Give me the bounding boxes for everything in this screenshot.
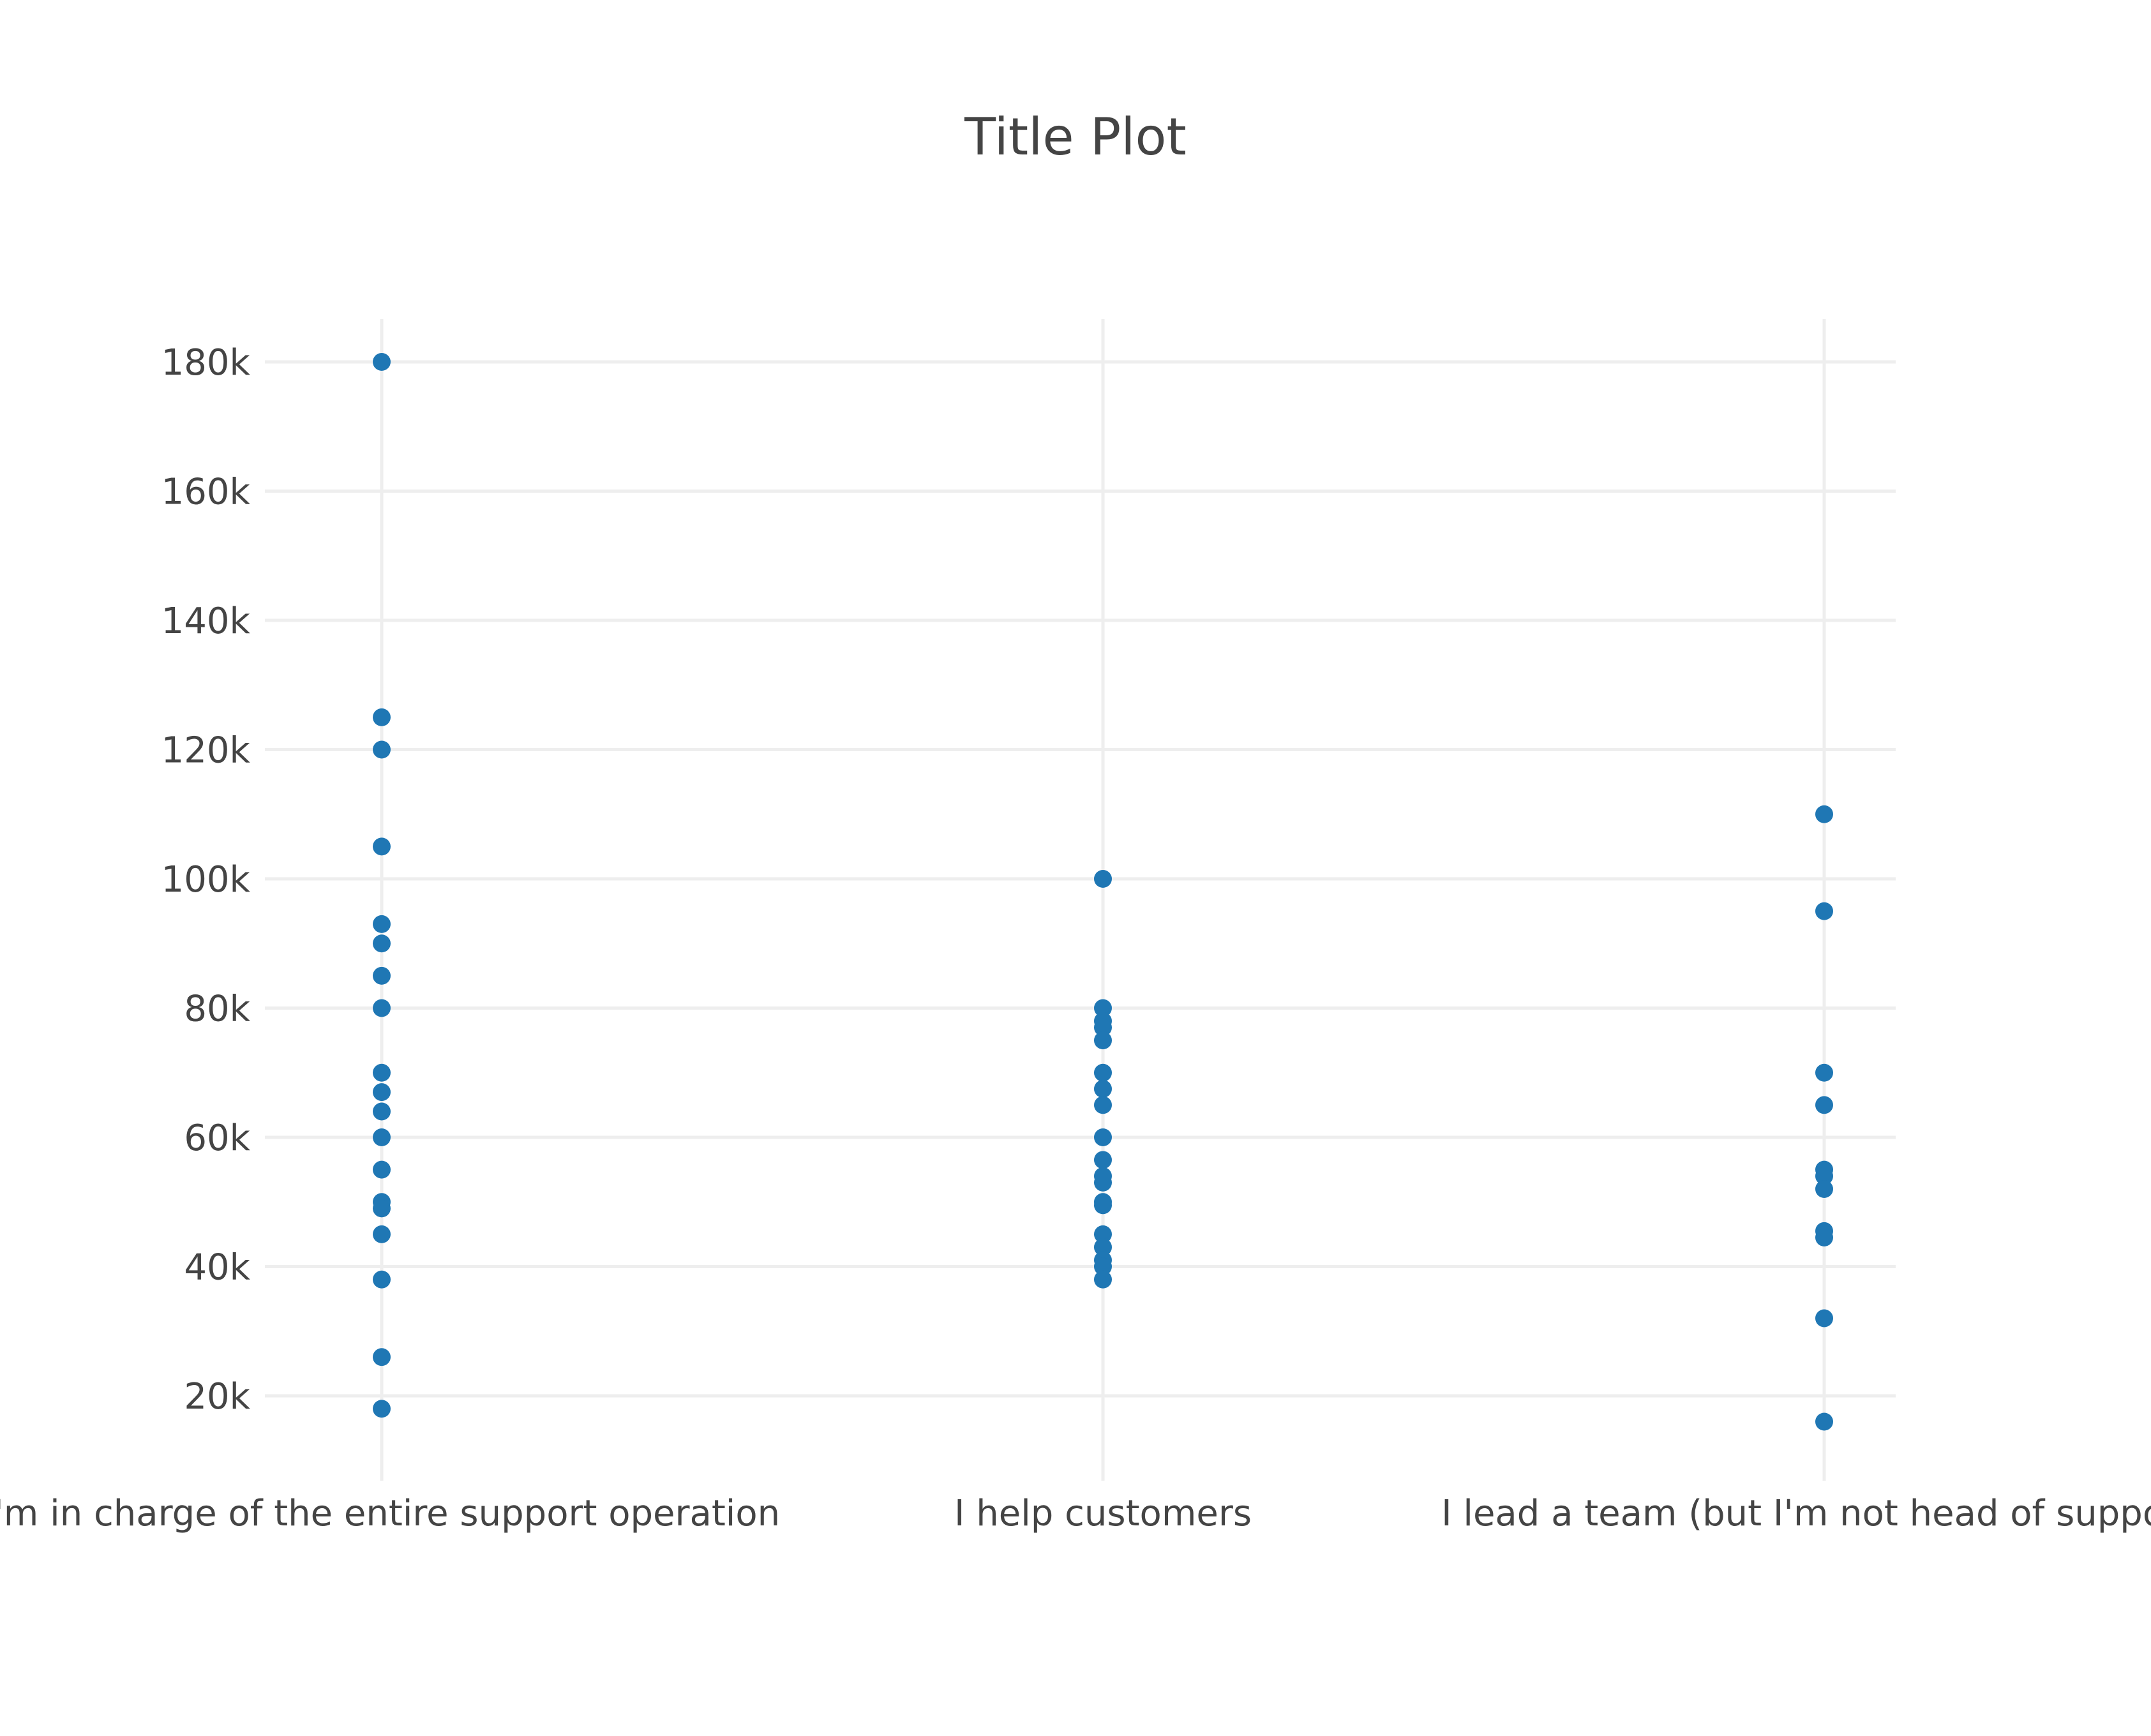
data-point — [1094, 1080, 1112, 1098]
data-point — [373, 1102, 391, 1121]
x-tick-label: I'm in charge of the entire support oper… — [0, 1493, 780, 1534]
data-point — [1094, 1173, 1112, 1192]
gridlines — [265, 319, 1896, 1481]
data-point — [373, 1270, 391, 1289]
data-point — [373, 1225, 391, 1243]
data-point — [1094, 1151, 1112, 1169]
data-point — [1094, 1031, 1112, 1050]
data-point — [1815, 1180, 1833, 1198]
data-point — [1094, 1257, 1112, 1276]
data-point — [1094, 1196, 1112, 1215]
data-point — [373, 1400, 391, 1418]
data-point — [1094, 870, 1112, 888]
data-point — [373, 1160, 391, 1179]
data-point — [373, 740, 391, 759]
data-point — [1815, 902, 1833, 920]
data-point — [1815, 1063, 1833, 1082]
data-point — [1815, 805, 1833, 823]
data-point — [1815, 1096, 1833, 1114]
data-point — [373, 837, 391, 856]
data-point — [1094, 1270, 1112, 1289]
data-point — [1094, 999, 1112, 1017]
data-point — [373, 999, 391, 1017]
data-point — [373, 1199, 391, 1218]
data-point — [373, 1063, 391, 1082]
axis-labels: 20k 40k 60k 80k 100k 120k 140k 160k 180k I'm in c… — [0, 342, 2151, 1534]
data-point — [1815, 1167, 1833, 1185]
x-tick-label: I help customers — [954, 1493, 1252, 1534]
data-point — [1094, 1096, 1112, 1114]
data-point — [373, 915, 391, 933]
chart-title: Title Plot — [964, 107, 1187, 167]
data-point — [1094, 1063, 1112, 1082]
y-tick-label: 180k — [161, 342, 251, 384]
data-point — [373, 966, 391, 985]
data-point — [1094, 1018, 1112, 1036]
y-tick-label: 80k — [184, 989, 250, 1030]
data-point — [373, 1083, 391, 1102]
data-points — [373, 353, 1833, 1431]
y-tick-label: 40k — [184, 1247, 250, 1289]
data-point — [373, 934, 391, 953]
y-tick-label: 140k — [161, 601, 251, 642]
data-point — [373, 708, 391, 726]
data-point — [1815, 1228, 1833, 1246]
data-point — [373, 1348, 391, 1366]
data-point — [1815, 1309, 1833, 1328]
y-tick-label: 100k — [161, 859, 251, 901]
data-point — [1815, 1412, 1833, 1431]
y-tick-label: 20k — [184, 1376, 250, 1418]
data-point — [373, 1128, 391, 1146]
x-tick-label: I lead a team (but I'm not head of suppo… — [1441, 1493, 2151, 1534]
y-tick-label: 60k — [184, 1118, 250, 1159]
data-point — [1094, 1128, 1112, 1146]
y-tick-label: 160k — [161, 472, 251, 513]
y-tick-label: 120k — [161, 730, 251, 772]
data-point — [373, 353, 391, 371]
data-point — [1094, 1238, 1112, 1257]
data-point — [1094, 1225, 1112, 1243]
